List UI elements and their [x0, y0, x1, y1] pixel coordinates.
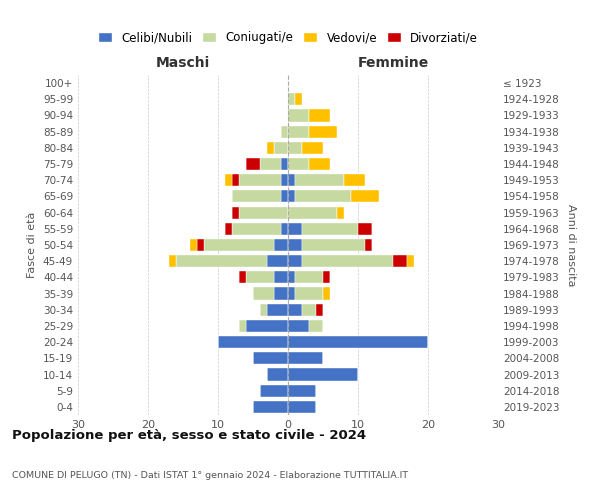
Bar [246, 320, 288, 332]
Bar [288, 384, 316, 397]
Bar [253, 288, 274, 300]
Bar [281, 190, 288, 202]
Bar [281, 222, 288, 235]
Bar [288, 320, 309, 332]
Bar [295, 272, 323, 283]
Bar [225, 222, 232, 235]
Bar [288, 239, 302, 251]
Bar [267, 304, 288, 316]
Bar [253, 401, 288, 413]
Bar [288, 190, 295, 202]
Bar [288, 93, 295, 106]
Bar [246, 272, 274, 283]
Bar [309, 110, 330, 122]
Bar [267, 255, 288, 268]
Bar [309, 158, 330, 170]
Bar [260, 304, 267, 316]
Bar [232, 190, 281, 202]
Bar [246, 158, 260, 170]
Bar [176, 255, 267, 268]
Bar [302, 142, 323, 154]
Bar [288, 304, 302, 316]
Y-axis label: Anni di nascita: Anni di nascita [566, 204, 576, 286]
Bar [218, 336, 288, 348]
Bar [239, 320, 246, 332]
Bar [351, 190, 379, 202]
Bar [288, 110, 309, 122]
Bar [225, 174, 232, 186]
Bar [260, 384, 288, 397]
Bar [407, 255, 414, 268]
Bar [274, 142, 288, 154]
Bar [337, 206, 344, 218]
Bar [295, 190, 351, 202]
Bar [232, 206, 239, 218]
Bar [281, 158, 288, 170]
Text: Maschi: Maschi [156, 56, 210, 70]
Bar [288, 352, 323, 364]
Bar [295, 174, 344, 186]
Bar [288, 401, 316, 413]
Y-axis label: Fasce di età: Fasce di età [28, 212, 37, 278]
Bar [274, 288, 288, 300]
Bar [197, 239, 204, 251]
Bar [288, 142, 302, 154]
Bar [365, 239, 372, 251]
Bar [190, 239, 197, 251]
Bar [358, 222, 372, 235]
Bar [274, 272, 288, 283]
Bar [288, 272, 295, 283]
Bar [288, 158, 309, 170]
Bar [295, 93, 302, 106]
Bar [204, 239, 274, 251]
Bar [232, 222, 281, 235]
Bar [288, 174, 295, 186]
Bar [288, 126, 309, 138]
Bar [323, 272, 330, 283]
Bar [288, 206, 337, 218]
Bar [302, 304, 316, 316]
Bar [309, 126, 337, 138]
Bar [344, 174, 365, 186]
Legend: Celibi/Nubili, Coniugati/e, Vedovi/e, Divorziati/e: Celibi/Nubili, Coniugati/e, Vedovi/e, Di… [93, 26, 483, 49]
Bar [288, 288, 295, 300]
Bar [316, 304, 323, 316]
Bar [323, 288, 330, 300]
Bar [253, 352, 288, 364]
Bar [309, 320, 323, 332]
Text: COMUNE DI PELUGO (TN) - Dati ISTAT 1° gennaio 2024 - Elaborazione TUTTITALIA.IT: COMUNE DI PELUGO (TN) - Dati ISTAT 1° ge… [12, 471, 408, 480]
Bar [267, 142, 274, 154]
Bar [302, 222, 358, 235]
Bar [288, 336, 428, 348]
Text: Femmine: Femmine [358, 56, 428, 70]
Bar [302, 239, 365, 251]
Bar [239, 206, 288, 218]
Bar [281, 174, 288, 186]
Bar [239, 174, 281, 186]
Bar [288, 255, 302, 268]
Bar [239, 272, 246, 283]
Bar [267, 368, 288, 380]
Bar [288, 222, 302, 235]
Bar [169, 255, 176, 268]
Bar [232, 174, 239, 186]
Bar [260, 158, 281, 170]
Bar [295, 288, 323, 300]
Bar [274, 239, 288, 251]
Bar [302, 255, 393, 268]
Text: Popolazione per età, sesso e stato civile - 2024: Popolazione per età, sesso e stato civil… [12, 430, 366, 442]
Bar [288, 368, 358, 380]
Bar [281, 126, 288, 138]
Bar [393, 255, 407, 268]
